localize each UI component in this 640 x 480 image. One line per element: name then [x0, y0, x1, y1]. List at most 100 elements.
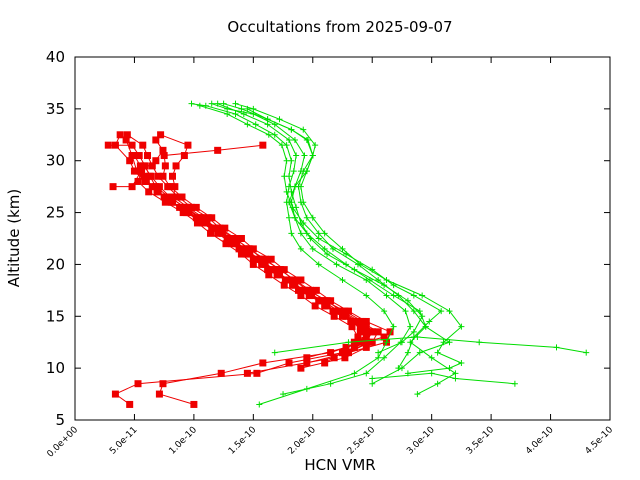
data-point [390, 282, 397, 289]
data-point [295, 286, 303, 294]
x-tick-label: 1.5e-10 [227, 425, 259, 457]
data-point [428, 354, 435, 361]
data-point [419, 292, 426, 299]
data-point [354, 317, 362, 325]
data-point [179, 209, 187, 217]
data-point [271, 349, 278, 356]
data-point [220, 100, 227, 107]
data-point [303, 214, 310, 221]
data-point [330, 312, 338, 320]
data-point [278, 142, 285, 149]
data-point [341, 307, 349, 315]
data-point [178, 193, 186, 201]
data-point [446, 339, 453, 346]
data-point [104, 141, 112, 149]
data-point [172, 162, 180, 170]
data-point [297, 230, 304, 237]
data-point [315, 230, 322, 237]
data-point [167, 198, 175, 206]
data-point [381, 308, 388, 315]
data-point [327, 297, 335, 305]
data-point [246, 245, 254, 253]
data-point [198, 219, 206, 227]
data-point [116, 131, 124, 139]
data-point [380, 333, 388, 341]
data-point [208, 214, 216, 222]
data-point [217, 369, 225, 377]
data-point [286, 214, 292, 221]
data-point [362, 343, 370, 351]
data-point [190, 400, 198, 408]
data-point [157, 131, 165, 139]
data-point [155, 390, 163, 398]
data-point [350, 343, 358, 351]
data-point [374, 328, 382, 336]
data-point [303, 168, 310, 175]
data-point [192, 203, 200, 211]
data-point [318, 297, 326, 305]
data-point [224, 105, 231, 112]
data-point [271, 131, 278, 138]
data-point [152, 183, 160, 191]
data-point [323, 302, 331, 310]
data-point [140, 172, 148, 180]
data-point [281, 173, 288, 180]
data-point [224, 111, 231, 118]
data-point [184, 141, 192, 149]
data-point [583, 349, 590, 356]
data-point [238, 105, 245, 112]
data-point [362, 333, 370, 341]
data-point [330, 354, 338, 362]
data-point [180, 152, 188, 160]
data-point [335, 307, 343, 315]
data-point [259, 255, 267, 263]
data-point [410, 292, 417, 299]
data-point [434, 349, 441, 356]
profile-line [372, 372, 515, 385]
y-tick-label: 15 [46, 307, 65, 325]
data-point [126, 157, 134, 165]
data-point [321, 230, 328, 237]
data-point [193, 219, 201, 227]
data-point [381, 354, 388, 361]
data-point [249, 245, 257, 253]
data-point [309, 152, 316, 159]
data-point [309, 214, 316, 221]
data-point [311, 302, 319, 310]
data-point [171, 183, 179, 191]
data-point [297, 276, 305, 284]
data-point [111, 390, 119, 398]
data-point [297, 364, 305, 372]
data-point [369, 375, 376, 382]
data-point [300, 126, 307, 133]
data-point [111, 141, 119, 149]
y-tick-label: 20 [46, 255, 65, 273]
data-point [183, 209, 191, 217]
data-point [276, 116, 283, 123]
data-point [253, 369, 261, 377]
data-point [136, 162, 144, 170]
data-point [356, 328, 364, 336]
data-point [307, 235, 314, 242]
data-point [123, 131, 131, 139]
data-point [152, 157, 160, 165]
data-point [402, 308, 409, 315]
data-point [142, 177, 150, 185]
data-point [381, 282, 388, 289]
data-point [452, 370, 459, 377]
data-point [309, 245, 316, 252]
y-tick-label: 40 [46, 48, 65, 66]
x-tick-label: 2.0e-10 [286, 425, 318, 457]
data-point [476, 339, 483, 346]
data-point [252, 121, 259, 128]
data-point [288, 230, 295, 237]
data-point [244, 121, 251, 128]
profile-line [125, 139, 367, 348]
data-point [345, 339, 352, 346]
data-point [289, 204, 296, 211]
data-point [180, 203, 188, 211]
x-tick-label: 4.5e-10 [584, 425, 616, 457]
data-point [339, 349, 346, 357]
data-point [280, 281, 288, 289]
